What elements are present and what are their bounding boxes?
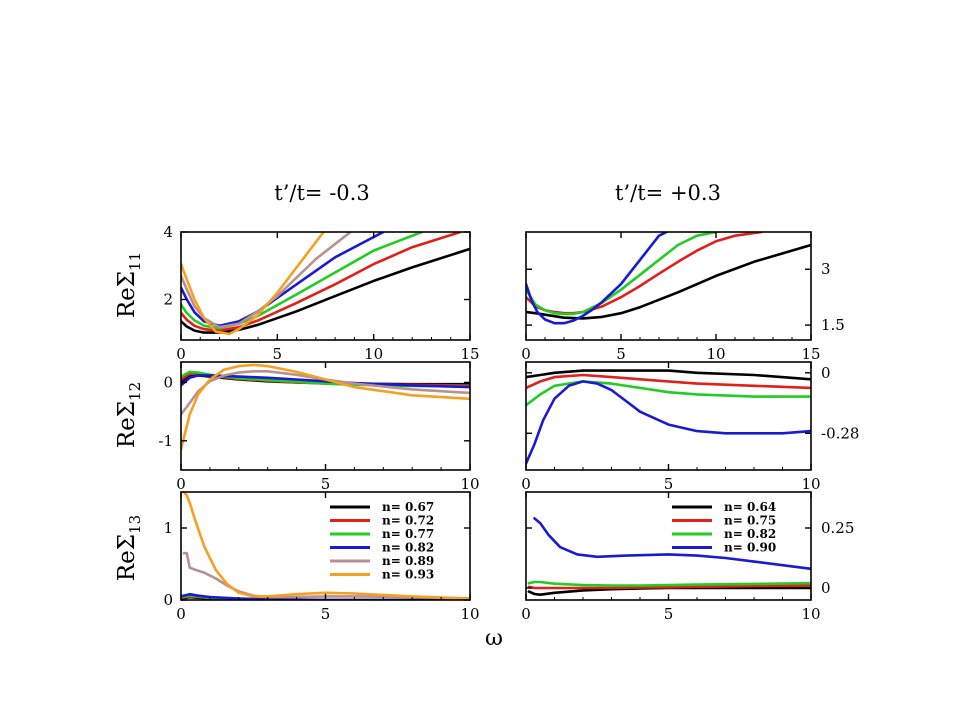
- legend-label-n-0-82: n= 0.82: [724, 527, 776, 541]
- x-tick-label: 10: [460, 475, 479, 493]
- panel-3-series: [181, 363, 470, 451]
- y-tick-label: 0: [163, 591, 173, 609]
- legend-label-n-0-90: n= 0.90: [724, 541, 776, 555]
- panel-4: 0 5 10 -0.28 0: [521, 361, 859, 493]
- series-line-n-0-93: [181, 232, 325, 336]
- y-tick-label: 4: [163, 223, 173, 241]
- series-line-n-0-82: [526, 232, 718, 316]
- x-tick-label: 10: [801, 605, 820, 623]
- x-tick-label: 0: [176, 345, 186, 363]
- legend-label-n-0-64: n= 0.64: [724, 500, 776, 514]
- column-title-right: t’/t= +0.3: [615, 181, 721, 205]
- x-tick-label: 0: [521, 345, 531, 363]
- panel-2: 0 5 10 151.5 3: [521, 231, 845, 363]
- legend-label-n-0-75: n= 0.75: [724, 514, 776, 528]
- series-line-n-0-89: [181, 232, 352, 329]
- y-tick-label: -0.28: [821, 424, 859, 442]
- series-line-n-0-75: [527, 584, 811, 590]
- y-label-re-sigma-11: ReΣ11: [114, 252, 144, 318]
- x-tick-label: 5: [616, 345, 626, 363]
- panel-3: 0 5 10 -1 0: [158, 361, 480, 493]
- y-tick-label: 0: [163, 373, 173, 391]
- y-tick-label: 2: [163, 291, 173, 309]
- y-tick-label: 0: [821, 364, 831, 382]
- y-tick-label: 3: [821, 260, 831, 278]
- series-line-n-0-90: [533, 517, 811, 571]
- panel-4-frame: [525, 361, 812, 471]
- series-line-n-0-82: [526, 380, 811, 407]
- legend-label-n-0-93: n= 0.93: [382, 568, 434, 582]
- series-line-n-0-67: [181, 247, 470, 334]
- y-label-re-sigma-12: ReΣ12: [114, 382, 144, 448]
- y-tick-label: 1.5: [821, 316, 845, 334]
- series-line-n-0-82: [181, 374, 470, 389]
- y-tick-label: 0: [821, 579, 831, 597]
- series-line-n-0-89: [181, 370, 470, 416]
- y-tick-label: 0.25: [821, 519, 854, 537]
- series-line-n-0-82: [181, 232, 385, 328]
- panel-1-series: [181, 232, 470, 336]
- x-axis-label: ω: [485, 626, 503, 651]
- x-tick-label: 15: [801, 345, 820, 363]
- x-tick-label: 10: [364, 345, 383, 363]
- panel-6-series: [527, 517, 811, 596]
- column-title-left: t’/t= -0.3: [274, 181, 369, 205]
- y-tick-label: 1: [163, 519, 173, 537]
- panel-1-frame: [180, 231, 471, 341]
- x-tick-label: 0: [521, 605, 531, 623]
- legend-label-n-0-72: n= 0.72: [382, 514, 434, 528]
- panel-2-series: [526, 232, 811, 325]
- series-line-n-0-93: [182, 492, 470, 600]
- panel-5-legend: n= 0.67n= 0.72n= 0.77n= 0.82n= 0.89n= 0.…: [330, 500, 434, 582]
- legend-label-n-0-67: n= 0.67: [382, 500, 434, 514]
- y-label-re-sigma-13: ReΣ13: [114, 515, 144, 581]
- series-line-n-0-64: [526, 369, 811, 381]
- x-tick-label: 5: [321, 605, 331, 623]
- series-line-n-0-64: [526, 243, 811, 320]
- legend-label-n-0-89: n= 0.89: [382, 554, 434, 568]
- panel-6-legend: n= 0.64n= 0.75n= 0.82n= 0.90: [672, 500, 776, 555]
- series-line-n-0-93: [181, 363, 470, 451]
- x-tick-label: 5: [664, 475, 674, 493]
- panel-1: 0 5 10 15 2 4: [163, 223, 479, 363]
- series-line-n-0-90: [526, 232, 668, 325]
- x-tick-label: 10: [706, 345, 725, 363]
- series-line-n-0-72: [181, 232, 462, 332]
- series-line-n-0-82: [527, 580, 811, 587]
- series-line-n-0-75: [526, 373, 811, 390]
- x-tick-label: 10: [801, 475, 820, 493]
- x-tick-label: 0: [176, 475, 186, 493]
- legend-label-n-0-82: n= 0.82: [382, 541, 434, 555]
- series-line-n-0-90: [526, 380, 811, 465]
- legend-label-n-0-77: n= 0.77: [382, 527, 434, 541]
- x-tick-label: 10: [460, 605, 479, 623]
- x-tick-label: 5: [664, 605, 674, 623]
- x-tick-label: 5: [273, 345, 283, 363]
- x-tick-label: 0: [176, 605, 186, 623]
- panel-5: 0 5 10 0 1 n= 0.67n= 0.72n= 0.77n= 0.82n= 0.8…: [163, 491, 480, 623]
- panel-4-series: [526, 369, 811, 465]
- panel-2-frame: [525, 231, 812, 341]
- x-tick-label: 0: [521, 475, 531, 493]
- y-tick-label: -1: [158, 432, 173, 450]
- x-tick-label: 15: [460, 345, 479, 363]
- x-tick-label: 5: [321, 475, 331, 493]
